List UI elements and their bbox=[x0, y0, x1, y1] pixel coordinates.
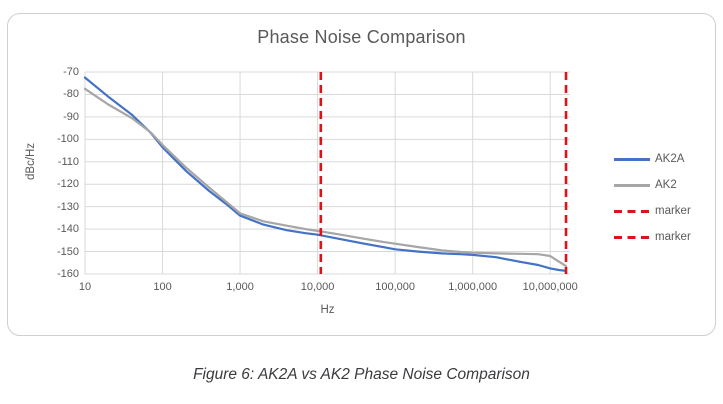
ak2-line-swatch-icon bbox=[614, 183, 650, 187]
chart-legend: AK2A AK2 marker marker bbox=[614, 151, 691, 245]
x-tick-label: 10,000 bbox=[300, 281, 335, 293]
x-axis-title: Hz bbox=[320, 304, 335, 316]
x-tick-label: 100,000 bbox=[375, 281, 415, 293]
y-tick-label: -110 bbox=[57, 155, 79, 168]
legend-label-marker-1: marker bbox=[655, 205, 691, 217]
marker-dash-swatch-icon bbox=[614, 235, 650, 239]
y-tick-label: -140 bbox=[56, 223, 79, 236]
x-tick-label: 10 bbox=[78, 281, 92, 293]
legend-item-ak2: AK2 bbox=[614, 177, 691, 193]
legend-item-marker-1: marker bbox=[614, 203, 691, 219]
plot-area bbox=[83, 71, 570, 275]
y-tick-label: -90 bbox=[63, 110, 79, 123]
y-axis-labels: -70 -80 -90 -100 -110 -120 -130 -140 -150 -160 bbox=[8, 66, 79, 280]
x-tick-label: 100 bbox=[153, 281, 172, 293]
y-tick-label: -70 bbox=[63, 66, 79, 78]
legend-label-ak2a: AK2A bbox=[655, 153, 685, 165]
phase-noise-chart-card: Phase Noise Comparison dBc/Hz -70 -80 -90-… bbox=[7, 13, 716, 336]
legend-item-marker-2: marker bbox=[614, 229, 691, 245]
ak2a-line-swatch-icon bbox=[614, 157, 650, 161]
x-tick-label: 10,000,000 bbox=[522, 281, 578, 293]
series-line-ak2a bbox=[83, 76, 568, 272]
marker-dash-swatch-icon bbox=[614, 209, 650, 213]
x-tick-label: 1,000 bbox=[226, 281, 254, 293]
y-tick-label: -150 bbox=[56, 245, 79, 258]
x-axis-labels: 10 100 1,000 10,000 100,000 1,000,000 10,000,0… bbox=[79, 280, 578, 296]
y-tick-label: -80 bbox=[63, 88, 79, 101]
series-line-ak2 bbox=[83, 87, 568, 268]
legend-item-ak2a: AK2A bbox=[614, 151, 691, 167]
y-tick-label: -100 bbox=[56, 133, 79, 146]
y-tick-label: -120 bbox=[56, 178, 79, 191]
plot-svg bbox=[83, 71, 570, 275]
y-tick-label: -160 bbox=[56, 268, 79, 280]
x-tick-label: 1,000,000 bbox=[448, 281, 498, 293]
legend-label-marker-2: marker bbox=[655, 231, 691, 243]
legend-label-ak2: AK2 bbox=[655, 179, 677, 191]
figure-caption: Figure 6: AK2A vs AK2 Phase Noise Compar… bbox=[193, 366, 530, 383]
y-tick-label: -130 bbox=[56, 200, 79, 213]
chart-title: Phase Noise Comparison bbox=[257, 27, 466, 47]
